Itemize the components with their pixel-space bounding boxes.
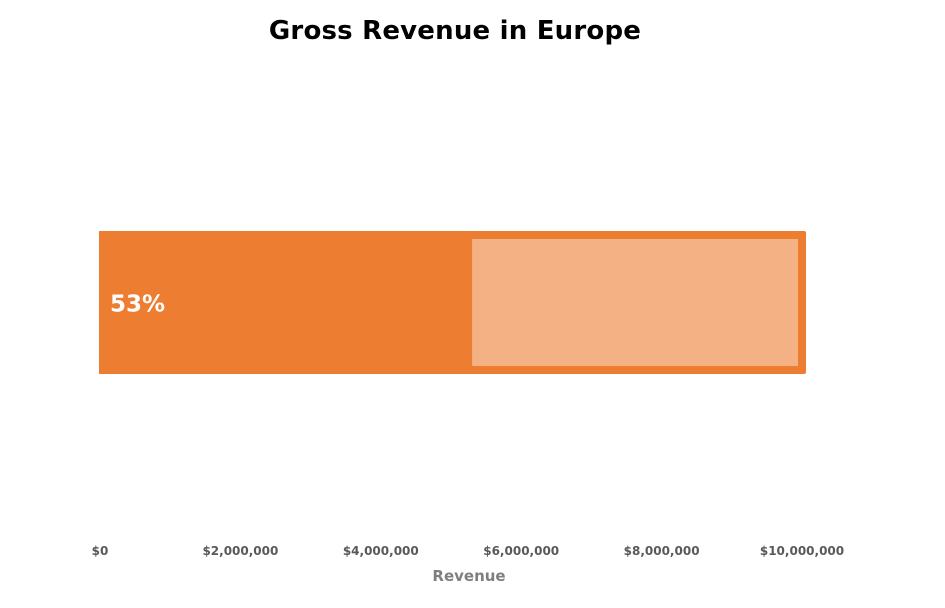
x-axis-title: Revenue	[432, 567, 505, 585]
actual-bar	[99, 231, 473, 374]
x-tick-label: $6,000,000	[483, 544, 559, 558]
x-tick-label: $2,000,000	[202, 544, 278, 558]
x-tick-label: $8,000,000	[624, 544, 700, 558]
percent-data-label: 53%	[110, 292, 165, 318]
x-tick-label: $4,000,000	[343, 544, 419, 558]
chart-title: Gross Revenue in Europe	[268, 16, 642, 46]
x-axis-ticks: $0 $2,000,000 $4,000,000 $6,000,000 $8,000,0…	[92, 544, 844, 558]
x-tick-label: $0	[92, 544, 109, 558]
remaining-bar	[472, 239, 798, 366]
x-tick-label: $10,000,000	[760, 544, 844, 558]
